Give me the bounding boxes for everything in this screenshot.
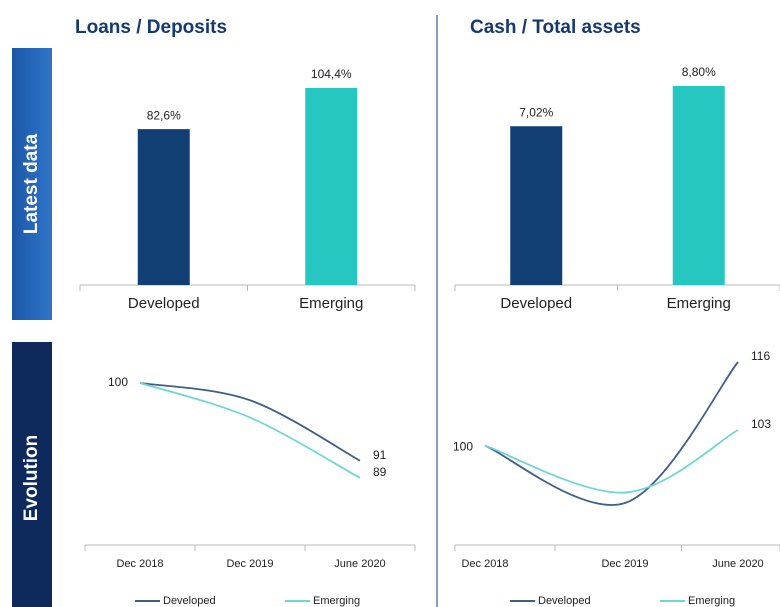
x-tick-label: June 2020: [712, 558, 763, 570]
x-tick-label: Dec 2018: [116, 558, 163, 570]
bar: [305, 88, 358, 285]
line: [139, 382, 361, 479]
data-label: 89: [373, 465, 387, 479]
x-tick-label: Dec 2018: [461, 558, 508, 570]
x-tick-label: Developed: [500, 295, 572, 312]
legend-label: Emerging: [313, 595, 360, 607]
x-tick-label: Emerging: [299, 295, 363, 312]
legend-label: Developed: [538, 595, 591, 607]
line: [139, 382, 361, 462]
row-label: Latest data: [21, 133, 42, 234]
x-tick-label: June 2020: [334, 558, 385, 570]
data-label: 104,4%: [311, 67, 352, 81]
data-label: 91: [373, 448, 387, 462]
chart-title: Cash / Total assets: [470, 17, 641, 38]
chart-title: Loans / Deposits: [75, 17, 227, 38]
side-box: [12, 342, 52, 607]
data-label: 100: [108, 375, 128, 389]
line: [484, 361, 739, 506]
x-tick-label: Developed: [128, 295, 200, 312]
row-label: Evolution: [21, 435, 42, 522]
legend-label: Emerging: [688, 595, 735, 607]
line: [484, 429, 739, 494]
data-label: 103: [751, 417, 771, 431]
x-tick-label: Emerging: [667, 295, 731, 312]
x-tick-label: Dec 2019: [226, 558, 273, 570]
legend-label: Developed: [163, 595, 216, 607]
data-label: 82,6%: [147, 108, 181, 122]
data-label: 7,02%: [519, 105, 553, 119]
side-box: [12, 48, 52, 320]
bar: [510, 126, 563, 285]
data-label: 100: [453, 440, 473, 454]
bar: [672, 86, 725, 285]
data-label: 8,80%: [682, 65, 716, 79]
bar: [137, 129, 190, 285]
data-label: 116: [751, 349, 770, 363]
x-tick-label: Dec 2019: [601, 558, 648, 570]
